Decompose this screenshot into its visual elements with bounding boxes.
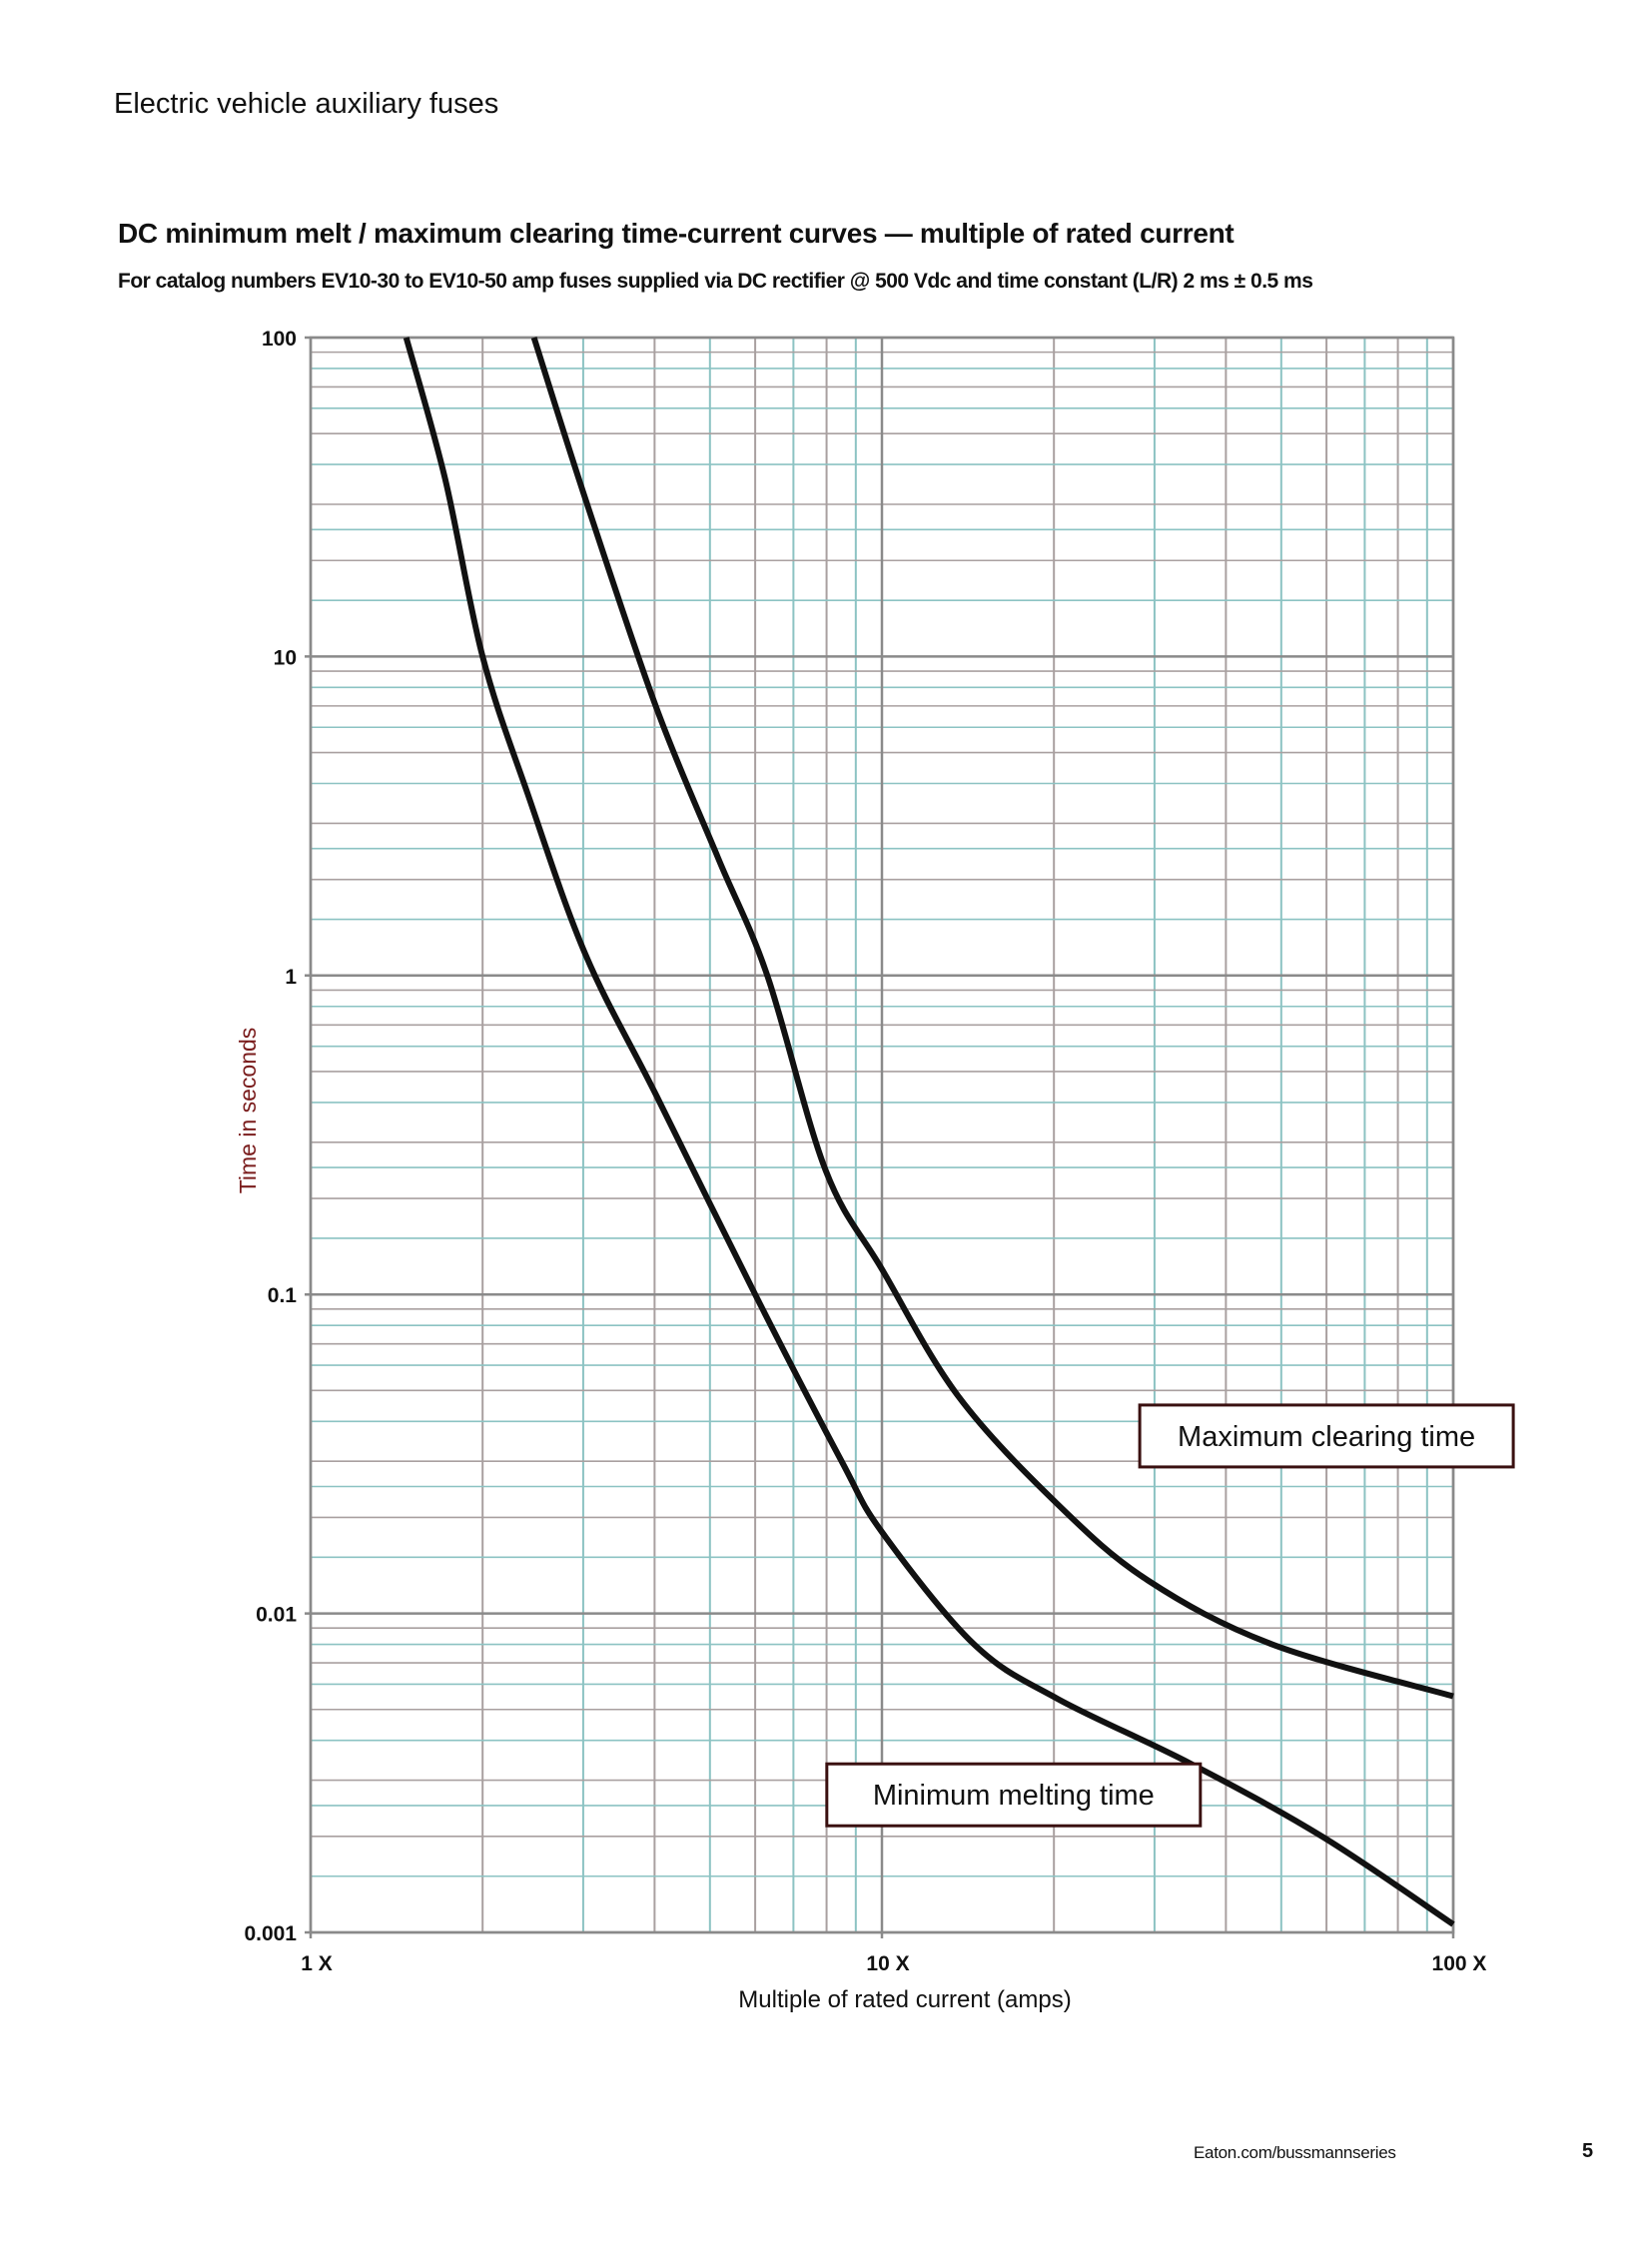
section-header: Electric vehicle auxiliary fuses: [114, 88, 499, 120]
y-tick-label: 0.001: [244, 1922, 297, 1945]
minimum-melting-label: Minimum melting time: [825, 1762, 1203, 1828]
y-tick-label: 0.01: [256, 1604, 297, 1627]
chart-subtitle: For catalog numbers EV10-30 to EV10-50 a…: [118, 270, 1313, 293]
minimum-melting-curve: [403, 337, 1455, 1927]
y-tick-label: 100: [262, 328, 297, 351]
maximum-clearing-curve: [530, 337, 1454, 1700]
page-number: 5: [1582, 2140, 1594, 2162]
grid: [305, 336, 1455, 1938]
y-tick-label: 0.1: [268, 1284, 298, 1307]
y-axis-label: Time in seconds: [235, 1028, 261, 1194]
label-text: Maximum clearing time: [1178, 1421, 1475, 1453]
maximum-clearing-label: Maximum clearing time: [1138, 1403, 1515, 1469]
x-axis-label: Multiple of rated current (amps): [738, 1986, 1071, 2013]
curves: Maximum clearing time Minimum melting tim…: [403, 337, 1515, 1927]
y-tick-label: 10: [274, 646, 297, 669]
chart-title: DC minimum melt / maximum clearing time-…: [118, 218, 1235, 249]
y-tick-label: 1: [285, 966, 297, 989]
footer-url[interactable]: Eaton.com/bussmannseries: [1194, 2143, 1396, 2162]
label-box: [825, 1762, 1203, 1828]
label-box: [1138, 1403, 1515, 1469]
plot-frame: [309, 336, 1455, 1934]
label-text: Minimum melting time: [873, 1780, 1155, 1812]
x-tick-label: 100 X: [1432, 1952, 1487, 1975]
x-tick-label: 1 X: [301, 1952, 333, 1975]
x-tick-label: 10 X: [866, 1952, 909, 1975]
